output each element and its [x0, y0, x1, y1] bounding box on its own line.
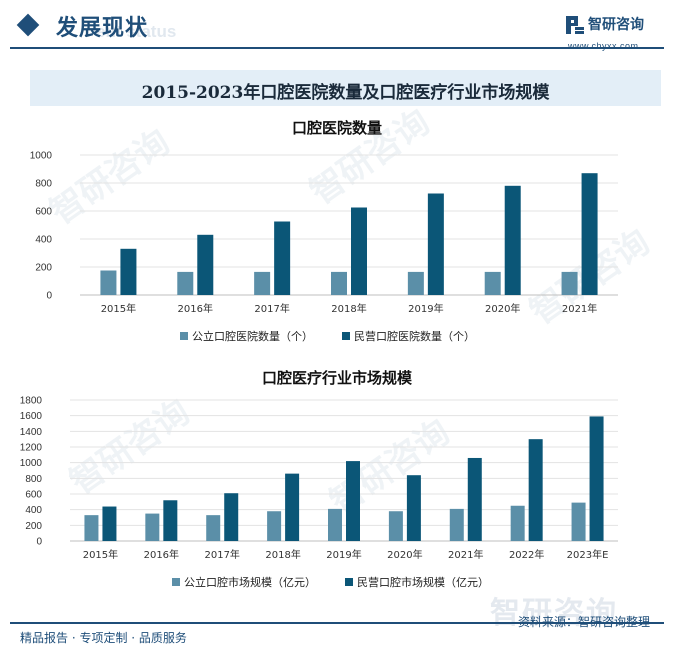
y-tick-label: 0	[46, 291, 52, 302]
footer-slogan: 精品报告 · 专项定制 · 品质服务	[20, 631, 187, 645]
legend-swatch	[342, 332, 350, 340]
page-title: 发展现状	[56, 16, 149, 41]
x-tick-label: 2017年	[204, 548, 239, 561]
x-tick-label: 2017年	[254, 302, 289, 315]
x-tick-label: 2021年	[448, 548, 483, 561]
legend-swatch	[345, 578, 353, 586]
bar-private	[427, 193, 444, 295]
bar-public	[267, 511, 282, 541]
bar-public	[510, 505, 525, 541]
x-tick-label: 2019年	[408, 302, 443, 315]
bar-private	[528, 439, 543, 541]
bar-public	[388, 511, 403, 541]
page-header: ent status 发展现状 智研咨询 www.chyxx.com	[0, 0, 674, 56]
y-tick-label: 400	[35, 235, 52, 246]
banner: 2015-2023年口腔医院数量及口腔医疗行业市场规模	[30, 70, 661, 106]
chart-hospital-count: 0 200 400 600 800 1000 2015年 2016年 2017年 2018年 201…	[30, 151, 618, 343]
x-tick-label: 2022年	[509, 548, 544, 561]
chart-title-market-size: 口腔医疗行业市场规模	[261, 369, 412, 387]
diamond-icon	[16, 13, 40, 37]
bar-private	[224, 493, 239, 541]
bar-private	[120, 248, 137, 295]
x-tick-label: 2015年	[83, 548, 118, 561]
x-tick-label: 2016年	[178, 302, 213, 315]
x-tick-label: 2018年	[265, 548, 300, 561]
header-divider	[10, 47, 551, 49]
bar-private	[589, 416, 604, 541]
banner-title: 2015-2023年口腔医院数量及口腔医疗行业市场规模	[141, 83, 550, 103]
bar-public	[145, 513, 160, 541]
bar-private	[102, 506, 117, 541]
y-tick-label: 200	[35, 263, 52, 274]
x-tick-label: 2016年	[144, 548, 179, 561]
chart-market-size: 0 200 400 600 800 1000 1200 1400 1600 1800 2015年 20…	[20, 396, 618, 589]
bar-private	[346, 461, 360, 541]
x-tick-label: 2019年	[326, 548, 361, 561]
y-tick-label: 600	[35, 207, 52, 218]
bar-public	[407, 271, 424, 295]
bar-private	[274, 221, 291, 295]
bar-private	[197, 234, 214, 295]
bar-public	[328, 508, 342, 541]
bar-public	[206, 515, 221, 541]
footer-divider	[10, 622, 664, 624]
x-tick-label: 2020年	[387, 548, 422, 561]
legend-label: 民营口腔市场规模（亿元）	[357, 575, 489, 589]
bar-public	[100, 270, 117, 295]
brand-logo-icon	[566, 16, 584, 34]
bar-public	[84, 515, 99, 541]
chart-title-hospital-count: 口腔医院数量	[291, 119, 382, 137]
y-tick-label: 1000	[20, 458, 43, 469]
watermark-brand: 智研咨询	[490, 596, 618, 631]
x-tick-label: 2018年	[331, 302, 366, 315]
bar-private	[351, 207, 367, 295]
bar-public	[331, 271, 347, 295]
legend-label: 公立口腔医院数量（个）	[192, 329, 313, 343]
y-tick-label: 0	[36, 537, 42, 548]
y-tick-label: 400	[25, 505, 42, 516]
x-tick-label: 2015年	[101, 302, 136, 315]
bar-private	[285, 473, 300, 541]
page-footer: 资料来源：智研咨询整理 精品报告 · 专项定制 · 品质服务	[0, 615, 674, 657]
legend-swatch	[180, 332, 188, 340]
bar-public	[449, 508, 464, 541]
brand-url: www.chyxx.com	[568, 41, 639, 51]
bar-public	[561, 271, 578, 295]
y-tick-label: 1600	[20, 411, 43, 422]
legend-swatch	[172, 578, 180, 586]
bar-private	[504, 185, 521, 295]
x-tick-label: 2021年	[562, 302, 597, 315]
y-tick-label: 200	[25, 521, 42, 532]
y-tick-label: 1000	[30, 151, 53, 162]
bar-public	[254, 271, 271, 295]
header-divider-right	[551, 47, 664, 49]
y-tick-label: 1200	[20, 443, 43, 454]
bar-private	[581, 173, 598, 295]
legend-label: 民营口腔医院数量（个）	[354, 329, 475, 343]
y-tick-label: 1800	[20, 396, 43, 407]
bar-public	[571, 502, 586, 541]
bar-private	[163, 500, 178, 541]
y-tick-label: 800	[35, 179, 52, 190]
brand-name: 智研咨询	[588, 17, 644, 33]
x-tick-label: 2020年	[485, 302, 520, 315]
y-tick-label: 600	[25, 490, 42, 501]
y-tick-label: 800	[25, 474, 42, 485]
y-tick-label: 1400	[20, 427, 43, 438]
x-tick-label: 2023年E	[567, 548, 609, 561]
header-subtitle-en: ent status	[96, 22, 177, 41]
bar-public	[484, 271, 501, 295]
bar-public	[177, 271, 194, 295]
bar-private	[467, 457, 482, 541]
bar-private	[406, 475, 421, 541]
legend-label: 公立口腔市场规模（亿元）	[184, 575, 316, 589]
